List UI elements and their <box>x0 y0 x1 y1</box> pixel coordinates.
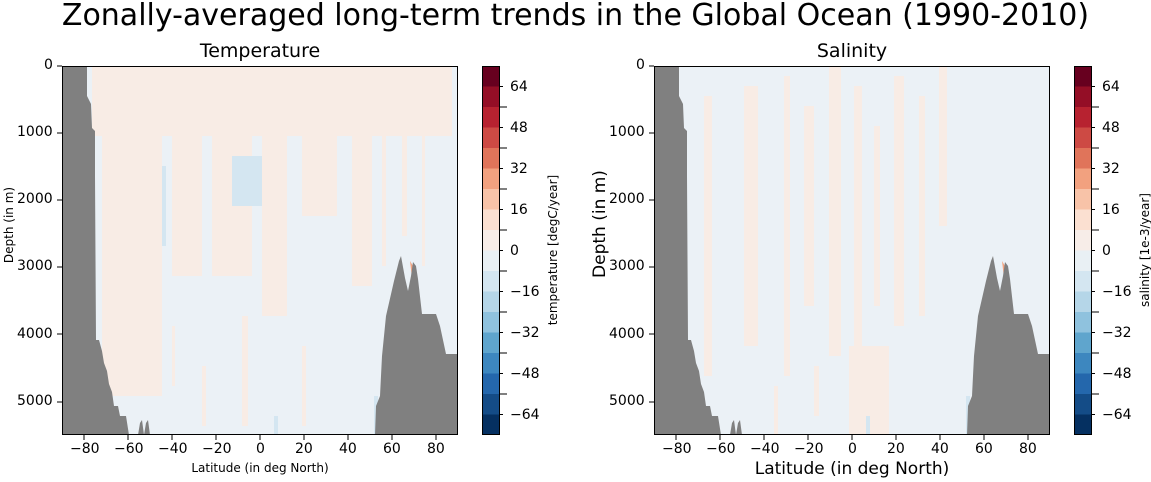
y-tick-label: 2000 <box>17 191 53 207</box>
x-tick-label: −40 <box>750 441 780 457</box>
seamount-peaks <box>730 420 742 435</box>
temperature-heatmap <box>62 66 458 435</box>
colorbar-tick-label: −16 <box>1102 284 1132 300</box>
colorbar-label: temperature [degC/year] <box>546 174 560 326</box>
x-tick-label: −80 <box>70 441 100 457</box>
x-tick-label: 40 <box>931 441 949 457</box>
figure-suptitle: Zonally-averaged long-term trends in the… <box>61 0 1090 33</box>
seamount-peaks <box>138 420 150 435</box>
y-tick-label: 0 <box>636 57 645 73</box>
colorbar-tick-label: 32 <box>1102 161 1120 177</box>
x-tick-label: −80 <box>662 441 692 457</box>
colorbar-tick-label: 64 <box>510 79 528 95</box>
y-tick-label: 0 <box>44 57 53 73</box>
y-tick-marks <box>57 65 62 403</box>
axes-frame <box>654 66 1050 435</box>
axes-frame <box>62 66 458 435</box>
colorbar-tick-label: 0 <box>510 243 519 259</box>
colorbar-tick-label: 48 <box>1102 120 1120 136</box>
colorbar-tick-label: 16 <box>1102 202 1120 218</box>
land-mask-north <box>967 256 1050 435</box>
land-mask-south <box>62 66 129 435</box>
y-tick-label: 3000 <box>609 258 645 274</box>
x-tick-marks <box>83 435 437 440</box>
y-tick-label: 5000 <box>609 393 645 409</box>
y-tick-label: 5000 <box>17 393 53 409</box>
colorbar-tick-label: 64 <box>1102 79 1120 95</box>
x-tick-label: 80 <box>427 441 445 457</box>
colorbar-tick-label: −32 <box>510 325 540 341</box>
x-tick-label: −60 <box>114 441 144 457</box>
x-tick-label: 60 <box>383 441 401 457</box>
salinity-plot-title: Salinity <box>816 40 888 62</box>
colorbar-tick-label: 48 <box>510 120 528 136</box>
y-tick-label: 4000 <box>17 326 53 342</box>
x-tick-label: 20 <box>295 441 313 457</box>
y-tick-label: 4000 <box>609 326 645 342</box>
x-tick-label: −20 <box>794 441 824 457</box>
x-tick-label: −40 <box>158 441 188 457</box>
x-tick-label: 40 <box>339 441 357 457</box>
colorbar-gradient <box>482 66 507 435</box>
x-tick-label: 60 <box>975 441 993 457</box>
x-tick-label: 0 <box>256 441 265 457</box>
colorbar-tick-label: −64 <box>510 407 540 423</box>
y-tick-marks <box>649 65 654 403</box>
x-tick-marks <box>675 435 1029 440</box>
x-axis-label: Latitude (in deg North) <box>191 461 329 475</box>
x-tick-label: −20 <box>202 441 232 457</box>
colorbar-tick-label: 16 <box>510 202 528 218</box>
y-axis-label: Depth (in m) <box>2 186 16 264</box>
colorbar-gradient <box>1074 66 1099 435</box>
y-tick-label: 1000 <box>17 124 53 140</box>
land-mask-south <box>654 66 721 435</box>
y-tick-label: 2000 <box>609 191 645 207</box>
temperature-plot-title: Temperature <box>199 40 321 62</box>
ocean-field-positive-patches <box>704 66 947 435</box>
x-axis-label: Latitude (in deg North) <box>754 459 950 479</box>
x-tick-label: 80 <box>1019 441 1037 457</box>
land-mask-north <box>375 256 458 435</box>
colorbar-tick-label: −48 <box>510 366 540 382</box>
x-tick-label: 20 <box>887 441 905 457</box>
colorbar-tick-label: −32 <box>1102 325 1132 341</box>
y-tick-label: 3000 <box>17 258 53 274</box>
y-tick-label: 1000 <box>609 124 645 140</box>
colorbar-tick-label: 32 <box>510 161 528 177</box>
y-axis-label: Depth (in m) <box>590 170 610 278</box>
colorbar-tick-label: −64 <box>1102 407 1132 423</box>
colorbar-tick-label: −48 <box>1102 366 1132 382</box>
colorbar-label: salinity [1e-3/year] <box>1138 193 1151 307</box>
salinity-heatmap <box>654 66 1050 435</box>
x-tick-label: 0 <box>848 441 857 457</box>
colorbar-tick-label: 0 <box>1102 243 1111 259</box>
x-tick-label: −60 <box>706 441 736 457</box>
colorbar-tick-label: −16 <box>510 284 540 300</box>
